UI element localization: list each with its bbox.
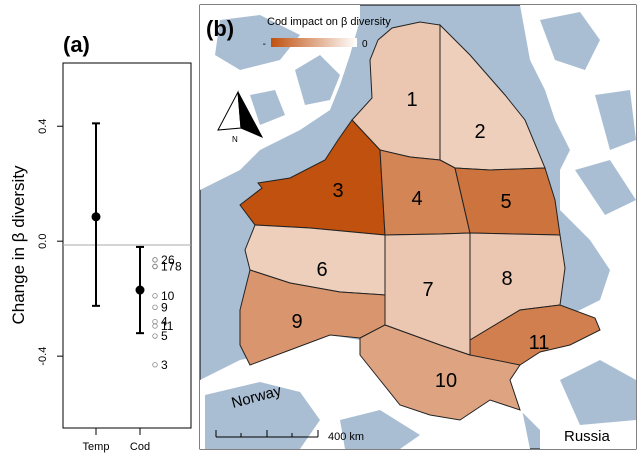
mean-point [135, 285, 145, 295]
y-axis: 0.4 0.0 -0.4 [37, 119, 63, 366]
region-point-label-10: 10 [161, 289, 175, 303]
scale-bar-label: 400 km [328, 431, 364, 443]
region-point-11 [152, 323, 158, 329]
legend-min-label: - [263, 39, 266, 50]
place-label-russia: Russia [564, 428, 611, 445]
scale-bar [215, 430, 319, 438]
region-label-7: 7 [422, 279, 433, 301]
estimate-temp [91, 122, 101, 307]
panel-b-label: (b) [206, 16, 234, 41]
panel-a-label: (a) [63, 32, 90, 57]
region-label-11: 11 [529, 332, 550, 354]
region-11 [469, 304, 601, 366]
region-label-6: 6 [316, 259, 327, 281]
region-point-4 [152, 318, 158, 325]
north-arrow-icon [217, 90, 264, 139]
y-axis-label: Change in β diversity [9, 165, 28, 325]
estimates-layer [91, 122, 145, 335]
region-point-6 [152, 257, 158, 263]
y-tick-label: -0.4 [37, 347, 49, 366]
legend-color-bar [271, 38, 357, 47]
north-arrow-label: N [232, 135, 238, 144]
y-tick-label: 0.0 [37, 234, 49, 249]
region-label-9: 9 [291, 311, 302, 333]
region-point-label-1: 1 [161, 259, 168, 273]
panel-a: (a) 0.40.0-0.4 Change in β diversity 2 61… [9, 32, 192, 453]
estimate-cod [135, 245, 145, 335]
region-point-5 [152, 333, 158, 339]
mean-point [91, 212, 101, 222]
region-point-label-8: 8 [175, 259, 182, 273]
x-axis: Temp Cod [83, 428, 150, 453]
region-point-label-11: 11 [161, 319, 174, 333]
region-point-label-5: 5 [161, 329, 168, 343]
region-point-label-3: 3 [161, 358, 168, 372]
region-9 [239, 269, 386, 366]
region-label-2: 2 [474, 121, 485, 143]
region-point-label-7: 7 [168, 259, 175, 273]
region-label-4: 4 [411, 188, 422, 210]
region-label-1: 1 [406, 89, 417, 111]
water-features [205, 12, 636, 449]
legend-max-label: 0 [362, 39, 368, 50]
region-label-10: 10 [435, 370, 457, 392]
region-point-label-4: 4 [161, 315, 168, 329]
panel-b: 1 2 3 4 5 6 7 8 9 10 11 Norway Russia 40… [199, 4, 637, 450]
region-point-10 [152, 293, 158, 299]
region-point-8 [152, 263, 158, 270]
region-labels: 1 2 3 4 5 6 7 8 9 10 11 [291, 89, 549, 392]
legend: Cod impact on β diversity - 0 [263, 16, 392, 50]
region-point-9 [152, 304, 158, 310]
y-tick-label: 0.4 [37, 119, 49, 134]
region-label-8: 8 [501, 268, 512, 290]
region-label-5: 5 [500, 191, 511, 213]
regions-layer [239, 21, 601, 421]
x-tick-label: Cod [130, 441, 150, 453]
region-label-3: 3 [332, 180, 343, 202]
region-point-label-9: 9 [161, 300, 168, 314]
x-tick-label: Temp [83, 441, 110, 453]
region-point-label-2: 2 [161, 253, 168, 267]
region-point-label-6: 6 [168, 253, 175, 267]
region-point-3 [152, 362, 158, 368]
legend-title: Cod impact on β diversity [267, 16, 391, 28]
